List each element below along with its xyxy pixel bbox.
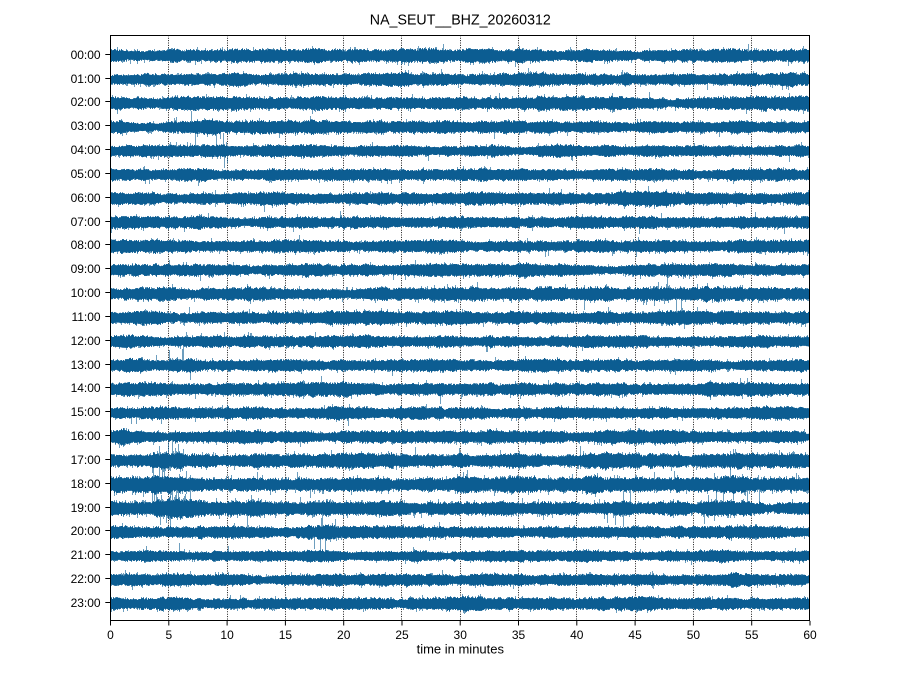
svg-text:23:00: 23:00 xyxy=(71,596,101,610)
svg-text:20: 20 xyxy=(337,628,351,642)
svg-text:35: 35 xyxy=(512,628,526,642)
svg-text:19:00: 19:00 xyxy=(71,501,101,515)
svg-text:17:00: 17:00 xyxy=(71,453,101,467)
svg-text:NA_SEUT__BHZ_20260312: NA_SEUT__BHZ_20260312 xyxy=(370,11,551,28)
svg-text:10:00: 10:00 xyxy=(71,286,101,300)
svg-text:05:00: 05:00 xyxy=(71,167,101,181)
svg-text:03:00: 03:00 xyxy=(71,119,101,133)
svg-text:30: 30 xyxy=(454,628,468,642)
svg-text:50: 50 xyxy=(687,628,701,642)
svg-text:13:00: 13:00 xyxy=(71,358,101,372)
svg-text:40: 40 xyxy=(570,628,584,642)
svg-text:5: 5 xyxy=(165,628,172,642)
svg-text:01:00: 01:00 xyxy=(71,72,101,86)
svg-text:11:00: 11:00 xyxy=(71,310,100,324)
svg-text:12:00: 12:00 xyxy=(71,334,101,348)
svg-text:08:00: 08:00 xyxy=(71,238,101,252)
svg-text:time in minutes: time in minutes xyxy=(417,641,505,656)
svg-text:07:00: 07:00 xyxy=(71,215,101,229)
svg-text:21:00: 21:00 xyxy=(71,548,101,562)
svg-text:00:00: 00:00 xyxy=(71,48,101,62)
svg-text:15:00: 15:00 xyxy=(71,405,101,419)
svg-text:14:00: 14:00 xyxy=(71,381,101,395)
svg-text:20:00: 20:00 xyxy=(71,524,101,538)
svg-text:04:00: 04:00 xyxy=(71,143,101,157)
svg-text:60: 60 xyxy=(803,628,817,642)
svg-text:10: 10 xyxy=(220,628,234,642)
svg-text:0: 0 xyxy=(107,628,114,642)
svg-text:22:00: 22:00 xyxy=(71,572,101,586)
svg-text:18:00: 18:00 xyxy=(71,477,101,491)
svg-text:02:00: 02:00 xyxy=(71,95,101,109)
svg-text:45: 45 xyxy=(628,628,642,642)
svg-text:55: 55 xyxy=(745,628,759,642)
svg-text:09:00: 09:00 xyxy=(71,262,101,276)
svg-text:16:00: 16:00 xyxy=(71,429,101,443)
svg-text:06:00: 06:00 xyxy=(71,191,101,205)
svg-text:25: 25 xyxy=(395,628,409,642)
svg-text:15: 15 xyxy=(279,628,293,642)
